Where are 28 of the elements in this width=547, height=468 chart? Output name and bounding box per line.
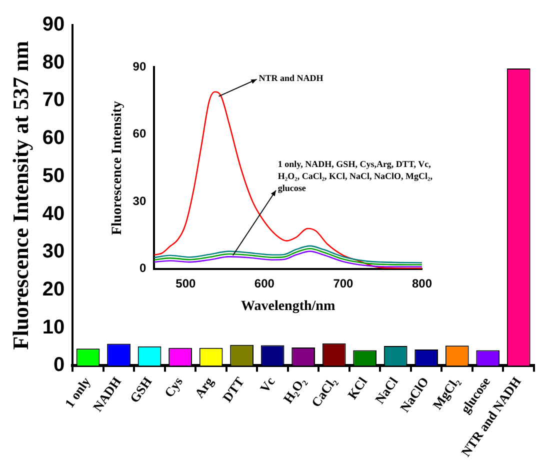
x-axis-title: Wavelength/nm [241,299,336,314]
y-tick-label: 90 [42,14,65,36]
y-tick-label: 10 [42,316,65,338]
y-tick-label: 20 [42,278,65,301]
y-tick-label: 60 [42,127,65,150]
x-tick-label: Arg [192,374,217,401]
y-tick-label: 40 [42,202,65,225]
x-tick-label: 1 only [62,374,94,410]
annotation: 1 only, NADH, GSH, Cys,Arg, DTT, Vc, H₂O₂, CaCl₂, KCl, NaCl, NaClO, MgCl₂, glucose [278,159,432,194]
line-series [154,250,422,268]
y-tick-label: 90 [132,60,146,74]
y-tick-label: 0 [139,261,146,276]
x-tick-label: 600 [254,276,275,290]
y-tick-label: 0 [54,354,65,376]
x-tick-label: 800 [412,276,432,290]
y-tick-label: 30 [42,240,65,263]
y-tick-label: 60 [132,126,146,141]
y-tick-label: 50 [42,164,65,187]
y-axis-title: Fluorescence Intensity at 537 nm [8,40,33,350]
x-tick-label: Cys [161,374,186,400]
x-tick-label: Vc [256,374,278,396]
x-tick-label: 700 [333,276,354,290]
y-axis-title: Fluorescence Intensity [110,101,126,235]
x-tick-label: 500 [176,276,196,290]
annotation: NTR and NADH [258,73,324,84]
y-tick-label: 30 [132,194,146,208]
y-tick-label: 70 [42,89,65,112]
y-tick-label: 80 [42,51,65,74]
